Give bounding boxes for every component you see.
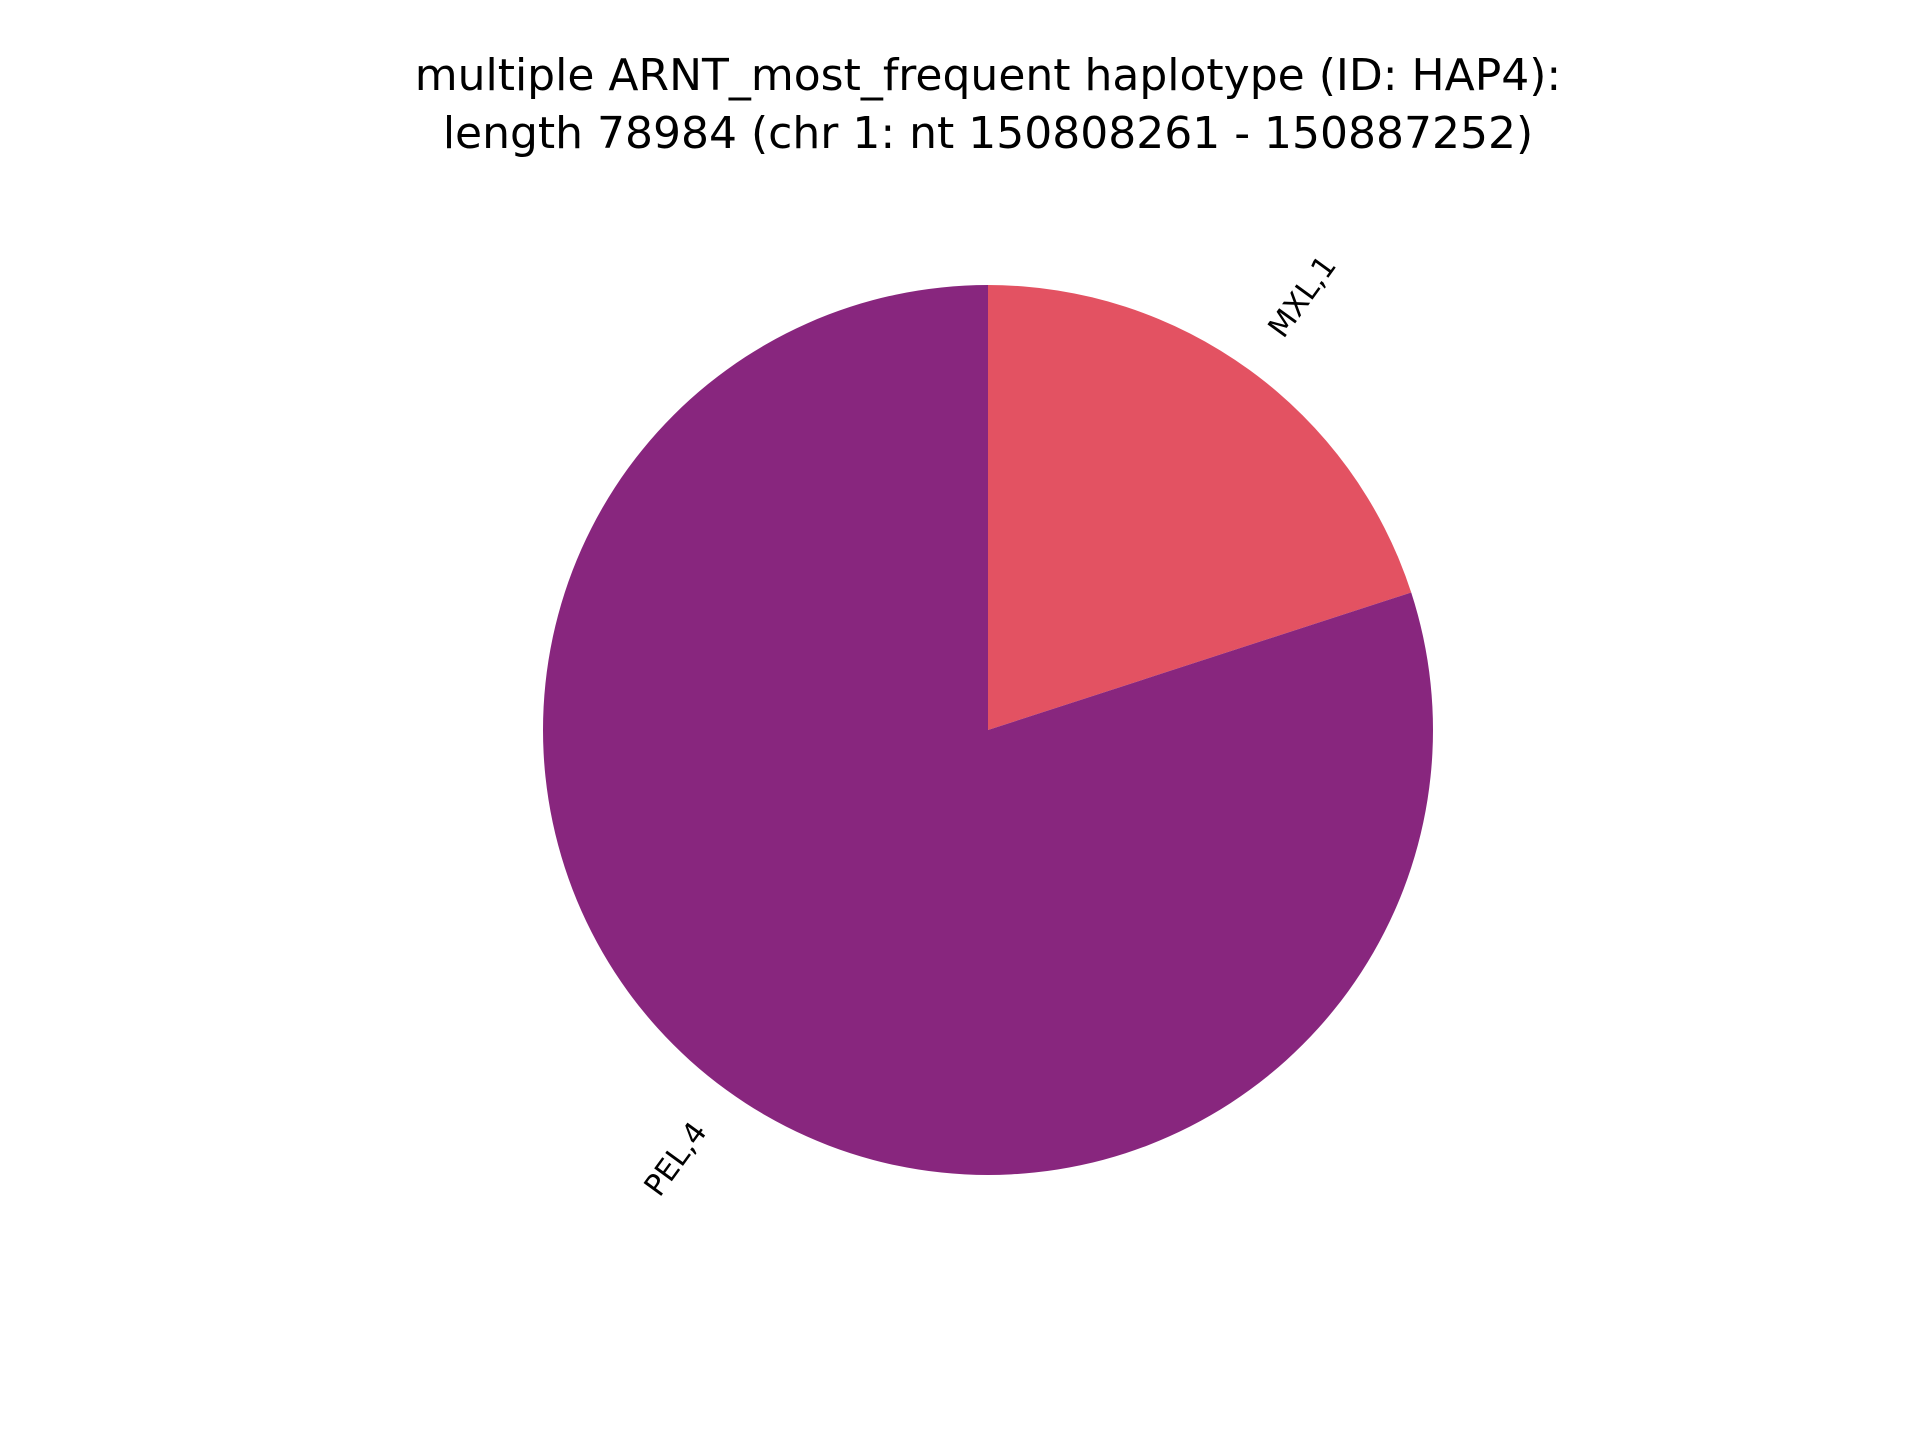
pie-slice-mxl-1 [988,285,1412,730]
pie-slice-pel-4 [542,285,1433,1175]
pie-label-pel-4: PEL,4 [638,1116,715,1203]
pie-label-mxl-1: MXL,1 [1262,249,1344,344]
chart-title-line-1: multiple ARNT_most_frequent haplotype (I… [415,50,1562,101]
chart-title: multiple ARNT_most_frequent haplotype (I… [415,50,1562,159]
pie-slices [542,285,1433,1175]
chart-title-line-2: length 78984 (chr 1: nt 150808261 - 1508… [443,108,1533,159]
